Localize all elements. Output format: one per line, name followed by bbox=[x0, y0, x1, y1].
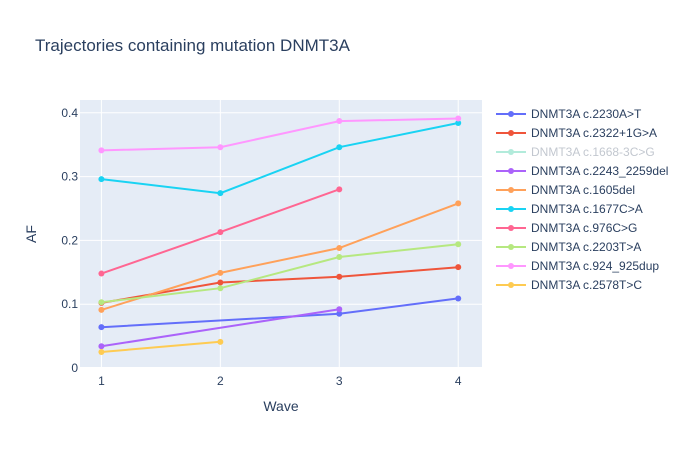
data-point bbox=[455, 119, 462, 126]
legend-label: DNMT3A c.924_925dup bbox=[531, 259, 659, 273]
data-point bbox=[336, 306, 343, 313]
series-3 bbox=[98, 306, 343, 350]
data-point bbox=[217, 338, 224, 345]
data-point bbox=[455, 115, 462, 122]
legend-label: DNMT3A c.1677C>A bbox=[531, 202, 643, 216]
legend-item[interactable]: DNMT3A c.2578T>C bbox=[496, 278, 642, 292]
plot-area bbox=[80, 100, 482, 368]
x-tick-label: 3 bbox=[336, 374, 343, 388]
data-point bbox=[336, 186, 343, 193]
x-axis-ticks: 1 2 3 4 bbox=[98, 374, 462, 388]
legend-item[interactable]: DNMT3A c.1605del bbox=[496, 183, 635, 197]
legend-label: DNMT3A c.1668-3C>G bbox=[531, 145, 655, 159]
x-tick-label: 2 bbox=[217, 374, 224, 388]
legend-marker bbox=[508, 244, 514, 250]
legend-item[interactable]: DNMT3A c.976C>G bbox=[496, 221, 637, 235]
legend-marker bbox=[508, 282, 514, 288]
y-tick-label: 0.1 bbox=[61, 297, 78, 311]
legend-label: DNMT3A c.2203T>A bbox=[531, 240, 641, 254]
data-point bbox=[98, 270, 105, 277]
series-0 bbox=[98, 295, 462, 331]
legend-item[interactable]: DNMT3A c.2203T>A bbox=[496, 240, 641, 254]
legend[interactable]: DNMT3A c.2230A>T DNMT3A c.2322+1G>A DNMT3A… bbox=[496, 107, 668, 292]
chart-title: Trajectories containing mutation DNMT3A bbox=[35, 36, 351, 55]
series-line bbox=[101, 308, 340, 348]
data-point bbox=[336, 273, 343, 280]
series-5 bbox=[98, 119, 462, 197]
data-point bbox=[98, 349, 105, 356]
legend-marker bbox=[508, 263, 514, 269]
y-tick-label: 0.2 bbox=[61, 233, 78, 247]
y-axis-title: AF bbox=[23, 225, 39, 243]
legend-item[interactable]: DNMT3A c.2322+1G>A bbox=[496, 126, 657, 140]
data-point bbox=[98, 147, 105, 154]
data-point bbox=[217, 285, 224, 292]
data-point bbox=[455, 241, 462, 248]
legend-item[interactable]: DNMT3A c.1677C>A bbox=[496, 202, 643, 216]
series-line bbox=[101, 117, 459, 152]
series-7 bbox=[98, 241, 462, 306]
legend-label: DNMT3A c.976C>G bbox=[531, 221, 637, 235]
series-6 bbox=[98, 186, 343, 277]
data-point bbox=[98, 343, 105, 350]
y-axis-ticks: 0 0.1 0.2 0.3 0.4 bbox=[61, 106, 78, 375]
data-point bbox=[98, 306, 105, 313]
series-line bbox=[101, 202, 459, 311]
x-axis-title: Wave bbox=[263, 398, 298, 414]
legend-marker bbox=[508, 168, 514, 174]
series-line bbox=[101, 122, 459, 195]
legend-item[interactable]: DNMT3A c.2243_2259del bbox=[496, 164, 668, 178]
series-4 bbox=[98, 200, 462, 313]
data-point bbox=[98, 176, 105, 183]
y-tick-label: 0 bbox=[71, 361, 78, 375]
legend-label: DNMT3A c.2243_2259del bbox=[531, 164, 668, 178]
data-point bbox=[336, 253, 343, 260]
data-point bbox=[217, 190, 224, 197]
legend-marker bbox=[508, 225, 514, 231]
data-point bbox=[336, 144, 343, 151]
legend-item[interactable]: DNMT3A c.2230A>T bbox=[496, 107, 642, 121]
series-layer bbox=[98, 115, 462, 356]
y-tick-label: 0.3 bbox=[61, 170, 78, 184]
series-line bbox=[101, 340, 221, 353]
data-point bbox=[98, 324, 105, 331]
legend-item[interactable]: DNMT3A c.924_925dup bbox=[496, 259, 659, 273]
data-point bbox=[98, 299, 105, 306]
data-point bbox=[217, 279, 224, 286]
data-point bbox=[455, 264, 462, 271]
data-point bbox=[217, 269, 224, 276]
legend-marker bbox=[508, 130, 514, 136]
series-line bbox=[101, 243, 459, 304]
data-point bbox=[336, 245, 343, 252]
legend-marker bbox=[508, 149, 514, 155]
legend-marker bbox=[508, 111, 514, 117]
data-point bbox=[336, 118, 343, 125]
data-point bbox=[455, 295, 462, 302]
series-line bbox=[101, 266, 459, 304]
legend-label: DNMT3A c.1605del bbox=[531, 183, 635, 197]
legend-marker bbox=[508, 187, 514, 193]
data-point bbox=[336, 310, 343, 317]
series-8 bbox=[98, 115, 462, 154]
legend-label: DNMT3A c.2578T>C bbox=[531, 278, 642, 292]
legend-label: DNMT3A c.2322+1G>A bbox=[531, 126, 657, 140]
x-tick-label: 1 bbox=[98, 374, 105, 388]
series-9 bbox=[98, 338, 224, 356]
x-tick-label: 4 bbox=[455, 374, 462, 388]
legend-label: DNMT3A c.2230A>T bbox=[531, 107, 642, 121]
data-point bbox=[455, 200, 462, 207]
data-point bbox=[217, 144, 224, 151]
legend-item[interactable]: DNMT3A c.1668-3C>G bbox=[496, 145, 655, 159]
legend-marker bbox=[508, 206, 514, 212]
data-point bbox=[217, 229, 224, 236]
y-tick-label: 0.4 bbox=[61, 106, 78, 120]
